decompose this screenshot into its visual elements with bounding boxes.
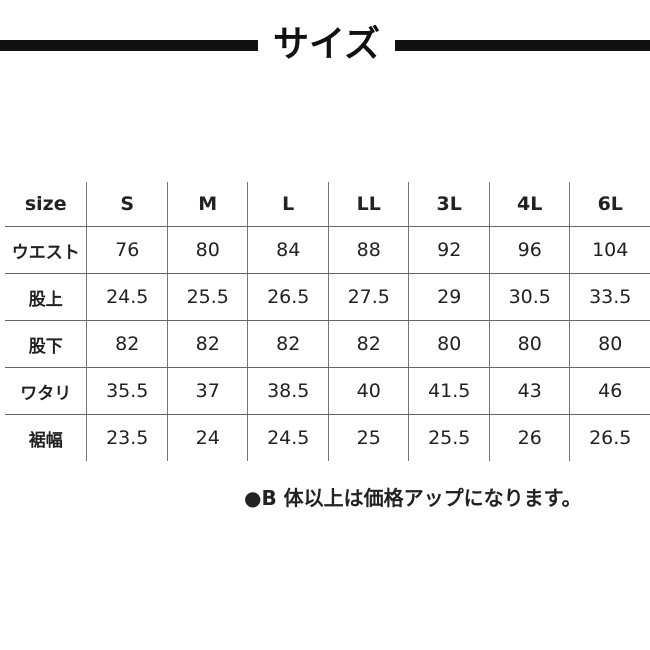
price-note: ●B 体以上は価格アップになります。 <box>244 486 582 510</box>
row-label: ウエスト <box>5 226 87 274</box>
table-cell: 96 <box>488 226 570 274</box>
table-cell: 40 <box>327 367 409 415</box>
table-cell: 84 <box>247 226 329 274</box>
table-row: ワタリ 35.5 37 38.5 40 41.5 43 46 <box>5 367 650 415</box>
table-cell: 92 <box>408 226 490 274</box>
header-cell: L <box>247 182 329 227</box>
table-cell: 76 <box>86 226 168 274</box>
table-cell: 82 <box>86 320 168 368</box>
title-bar-right <box>395 40 650 51</box>
table-cell: 104 <box>569 226 650 274</box>
header-cell: M <box>166 182 248 227</box>
title-bar-left <box>0 40 258 51</box>
table-cell: 26 <box>488 414 570 461</box>
table-cell: 88 <box>327 226 409 274</box>
table-cell: 80 <box>408 320 490 368</box>
table-cell: 82 <box>327 320 409 368</box>
table-cell: 38.5 <box>247 367 329 415</box>
table-cell: 37 <box>166 367 248 415</box>
header-cell: S <box>86 182 168 227</box>
header-cell: LL <box>327 182 409 227</box>
table-cell: 24.5 <box>86 273 168 321</box>
table-cell: 24.5 <box>247 414 329 461</box>
table-cell: 80 <box>488 320 570 368</box>
row-label: 股上 <box>5 273 87 321</box>
header-cell: 4L <box>488 182 570 227</box>
table-cell: 29 <box>408 273 490 321</box>
table-cell: 27.5 <box>327 273 409 321</box>
table-cell: 25 <box>327 414 409 461</box>
size-table: size S M L LL 3L 4L 6L ウエスト 76 80 84 88 92 96 104 股上 24.5… <box>5 182 650 461</box>
table-cell: 33.5 <box>569 273 650 321</box>
header-cell: size <box>5 182 87 227</box>
page-title: サイズ <box>273 24 380 65</box>
header-cell: 3L <box>408 182 490 227</box>
row-label: ワタリ <box>5 367 87 415</box>
table-cell: 26.5 <box>569 414 650 461</box>
table-cell: 82 <box>247 320 329 368</box>
table-cell: 30.5 <box>488 273 570 321</box>
table-cell: 43 <box>488 367 570 415</box>
table-cell: 82 <box>166 320 248 368</box>
table-cell: 46 <box>569 367 650 415</box>
header-row: size S M L LL 3L 4L 6L <box>5 182 650 227</box>
table-cell: 23.5 <box>86 414 168 461</box>
table-cell: 25.5 <box>408 414 490 461</box>
table-cell: 80 <box>569 320 650 368</box>
table-row: 裾幅 23.5 24 24.5 25 25.5 26 26.5 <box>5 414 650 461</box>
table-cell: 80 <box>166 226 248 274</box>
table-cell: 41.5 <box>408 367 490 415</box>
table-cell: 26.5 <box>247 273 329 321</box>
table-cell: 25.5 <box>166 273 248 321</box>
row-label: 股下 <box>5 320 87 368</box>
row-label: 裾幅 <box>28 430 63 451</box>
table-row: 股下 82 82 82 82 80 80 80 <box>5 320 650 368</box>
header-cell: 6L <box>569 182 650 227</box>
table-cell: 24 <box>166 414 248 461</box>
table-row: 股上 24.5 25.5 26.5 27.5 29 30.5 33.5 <box>5 273 650 321</box>
table-cell: 35.5 <box>86 367 168 415</box>
table-row: ウエスト 76 80 84 88 92 96 104 <box>5 226 650 274</box>
